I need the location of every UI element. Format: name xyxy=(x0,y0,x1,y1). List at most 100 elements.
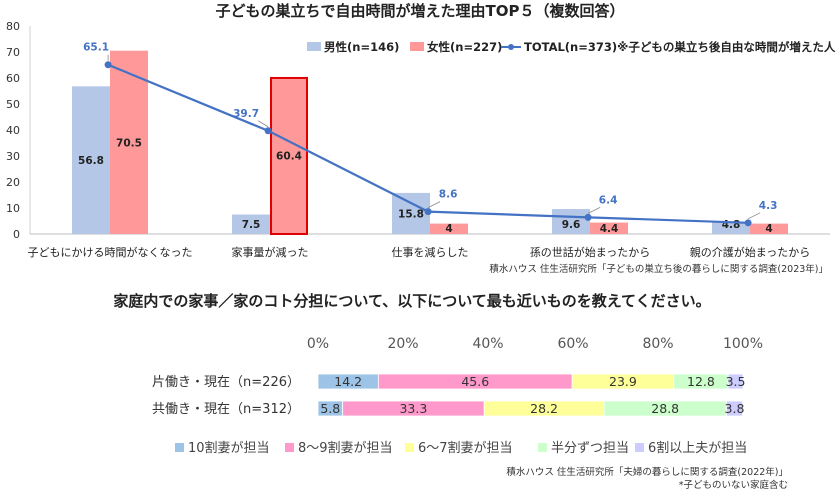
bar-male-value-label: 56.8 xyxy=(78,155,104,167)
legend-swatch-male xyxy=(307,42,321,51)
top-chart-title: 子どもの巣立ちで自由時間が増えた理由TOP５（複数回答） xyxy=(216,2,625,20)
segment-value-label: 12.8 xyxy=(687,374,715,389)
segment-value-label: 5.8 xyxy=(320,401,340,416)
y-tick-label: 20 xyxy=(6,176,20,189)
legend-swatch xyxy=(285,443,294,452)
y-tick-label: 40 xyxy=(6,124,20,137)
x-category-label: 親の介護が始まったから xyxy=(690,245,811,259)
bar-male xyxy=(72,86,110,234)
x-category-label: 孫の世話が始まったから xyxy=(530,245,651,259)
segment-value-label: 28.8 xyxy=(651,401,679,416)
stacked-segment xyxy=(726,400,743,417)
total-value-label: 39.7 xyxy=(233,108,259,120)
legend-label-female: 女性(n=227) xyxy=(427,40,502,54)
bottom-legend: 10割妻が担当 8～9割妻が担当 6～7割妻が担当 半分ずつ担当 6割以上夫が担当 xyxy=(175,440,747,456)
total-value-label: 4.3 xyxy=(759,200,778,212)
x-category-label: 仕事を減らした xyxy=(392,245,469,259)
y-tick-label: 0 xyxy=(13,228,20,241)
total-label-leader xyxy=(257,120,269,128)
x-category-label: 家事量が減った xyxy=(232,245,309,259)
bar-female-highlighted xyxy=(270,76,308,235)
legend-label: 半分ずつ担当 xyxy=(551,441,629,456)
legend-label-male: 男性(n=146) xyxy=(324,40,399,54)
legend-swatch xyxy=(175,443,184,452)
top-chart: 子どもの巣立ちで自由時間が増えた理由TOP５（複数回答） 0 10 20 30 40 50… xyxy=(6,2,836,275)
segment-value-label: 23.9 xyxy=(609,374,637,389)
x-tick-label: 0% xyxy=(307,336,329,352)
bar-female-value-label: 4 xyxy=(445,223,452,235)
row-category-label: 片働き・現在（n=226） xyxy=(152,375,300,390)
legend-label-total: TOTAL(n=373)※子どもの巣立ち後自由な時間が増えた人 xyxy=(524,40,836,54)
total-point-marker xyxy=(584,213,592,221)
legend-swatch-female xyxy=(410,42,424,51)
legend-marker-total xyxy=(508,44,514,50)
x-tick-label: 100% xyxy=(723,336,763,352)
row-category-label: 共働き・現在（n=312） xyxy=(152,402,300,417)
top-bars: 56.8 70.5 7.5 60.4 15.8 4 9.6 4.4 4.8 4 xyxy=(72,50,788,235)
bar-female xyxy=(110,50,148,235)
x-category-label: 子どもにかける時間がなくなった xyxy=(28,245,193,259)
top-x-labels: 子どもにかける時間がなくなった 家事量が減った 仕事を減らした 孫の世話が始まったから… xyxy=(28,245,811,259)
total-point-marker xyxy=(104,61,112,69)
bottom-source-note: 積水ハウス 住生活研究所「夫婦の暮らしに関する調査(2022年)」 xyxy=(506,466,788,478)
y-tick-label: 10 xyxy=(6,202,20,215)
segment-value-label: 14.2 xyxy=(334,374,362,389)
bar-female-value-label: 70.5 xyxy=(116,137,142,149)
bar-male xyxy=(552,209,590,234)
segment-value-label: 28.2 xyxy=(530,401,558,416)
legend-label: 6割以上夫が担当 xyxy=(648,440,747,456)
legend-label: 8～9割妻が担当 xyxy=(298,440,393,456)
total-value-label: 65.1 xyxy=(83,42,109,54)
bar-male xyxy=(392,192,430,234)
top-legend: 男性(n=146) 女性(n=227) TOTAL(n=373)※子どもの巣立ち… xyxy=(307,40,836,54)
legend-swatch xyxy=(635,443,644,452)
segment-value-label: 3.8 xyxy=(725,401,745,416)
bar-female xyxy=(430,223,468,234)
legend-label: 6～7割妻が担当 xyxy=(418,440,513,456)
bar-male-value-label: 7.5 xyxy=(242,219,261,231)
bar-female xyxy=(590,222,628,234)
bottom-footnote: *子どものいない家庭含む xyxy=(679,479,788,491)
x-tick-label: 60% xyxy=(557,336,588,352)
y-tick-label: 30 xyxy=(6,150,20,163)
bar-male-value-label: 9.6 xyxy=(562,219,581,231)
top-source-note: 積水ハウス 住生活研究所「子どもの巣立ち後の暮らしに関する調査(2023年)」 xyxy=(489,263,828,275)
segment-value-label: 45.6 xyxy=(461,374,489,389)
x-tick-label: 80% xyxy=(642,336,673,352)
bar-female-value-label: 4.4 xyxy=(600,223,619,235)
bottom-rows: 片働き・現在（n=226） 14.2 45.6 23.9 12.8 3.5 共働き・現在（n… xyxy=(152,373,746,417)
legend-label: 10割妻が担当 xyxy=(188,440,270,456)
total-label-leader xyxy=(747,212,761,220)
bar-female-value-label: 60.4 xyxy=(276,150,302,162)
segment-value-label: 33.3 xyxy=(399,401,427,416)
bar-female xyxy=(750,223,788,234)
segment-value-label: 3.5 xyxy=(726,374,746,389)
total-point-marker xyxy=(264,127,272,135)
total-value-label: 6.4 xyxy=(599,194,618,206)
bottom-x-ticks: 0% 20% 40% 60% 80% 100% xyxy=(307,336,763,352)
y-tick-label: 60 xyxy=(6,72,20,85)
y-tick-label: 70 xyxy=(6,46,20,59)
bottom-chart: 家庭内での家事／家のコト分担について、以下について最も近いものを教えてください。… xyxy=(113,292,788,491)
y-tick-label: 80 xyxy=(6,20,20,33)
total-label-leader xyxy=(427,201,441,208)
bar-male-value-label: 4.8 xyxy=(722,219,741,231)
x-tick-label: 20% xyxy=(387,336,418,352)
bar-male xyxy=(232,214,270,234)
x-tick-label: 40% xyxy=(472,336,503,352)
total-point-marker xyxy=(744,219,752,227)
legend-swatch xyxy=(538,443,547,452)
total-value-label: 8.6 xyxy=(439,189,458,201)
bar-female-value-label: 4 xyxy=(765,223,772,235)
bar-male xyxy=(712,221,750,234)
bar-male-value-label: 15.8 xyxy=(398,208,424,220)
stacked-segment xyxy=(727,373,744,390)
top-y-ticks: 0 10 20 30 40 50 60 70 80 xyxy=(6,20,20,241)
total-point-marker xyxy=(424,208,432,216)
legend-swatch xyxy=(405,443,414,452)
bottom-chart-title: 家庭内での家事／家のコト分担について、以下について最も近いものを教えてください。 xyxy=(113,292,710,310)
top-total-line: 65.1 39.7 8.6 6.4 4.3 xyxy=(83,42,777,227)
y-tick-label: 50 xyxy=(6,98,20,111)
total-label-leader xyxy=(587,207,601,214)
